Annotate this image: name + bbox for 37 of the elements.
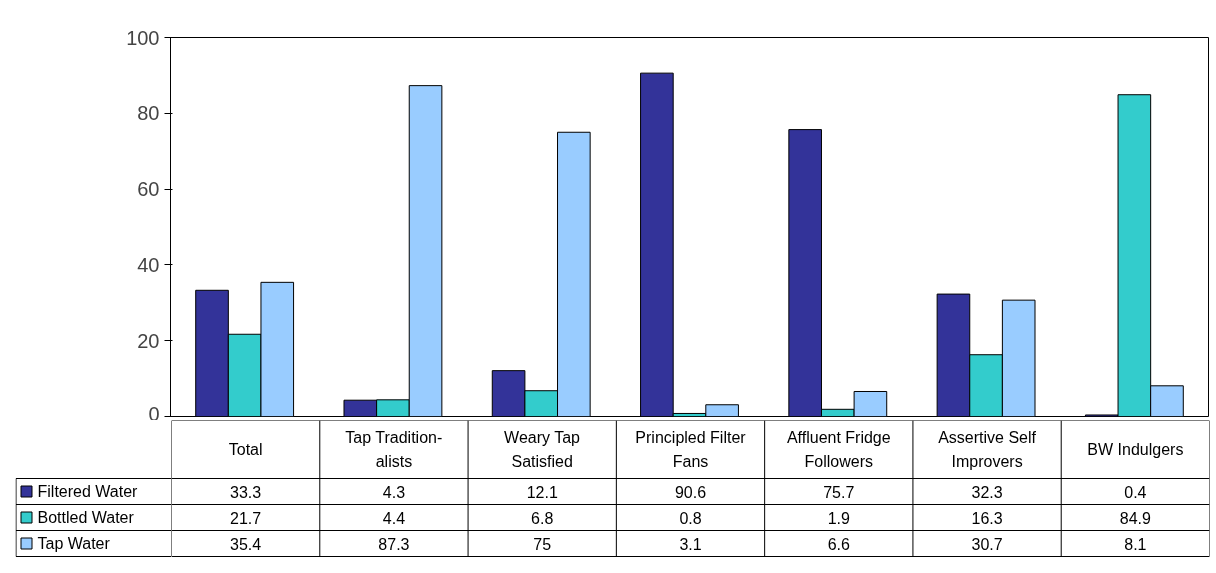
data-label: 12.1 bbox=[526, 483, 558, 501]
data-label: 84.9 bbox=[1119, 509, 1152, 527]
data-label: 0.4 bbox=[1124, 483, 1147, 501]
y-tick-label: 0 bbox=[148, 402, 160, 425]
data-label: 32.3 bbox=[971, 483, 1003, 501]
x-tick-label: Assertive Self Improvers bbox=[938, 429, 1037, 470]
data-label: 21.7 bbox=[230, 509, 262, 527]
y-tick-label: 20 bbox=[137, 329, 160, 352]
data-label: 87.3 bbox=[378, 535, 410, 553]
data-label: 75.7 bbox=[823, 483, 855, 501]
y-tick-label: 80 bbox=[137, 102, 160, 125]
y-tick-label: 100 bbox=[126, 26, 160, 49]
y-tick-label: 40 bbox=[137, 253, 160, 276]
data-label: 4.4 bbox=[382, 509, 406, 527]
data-label: 8.1 bbox=[1124, 535, 1147, 553]
legend-label: Bottled Water bbox=[37, 509, 135, 526]
data-label: 3.1 bbox=[679, 535, 702, 553]
x-tick-label: Principled Filter Fans bbox=[635, 429, 747, 470]
data-label: 75 bbox=[533, 535, 552, 553]
data-label: 6.6 bbox=[827, 535, 851, 553]
x-tick-label: Affluent Fridge Followers bbox=[786, 429, 891, 470]
legend-label: Filtered Water bbox=[37, 483, 139, 500]
data-label: 0.8 bbox=[679, 509, 702, 527]
data-label: 4.3 bbox=[382, 483, 406, 501]
x-tick-label: Weary Tap Satisfied bbox=[504, 429, 581, 470]
x-tick-label: Total bbox=[228, 441, 263, 458]
data-label: 6.8 bbox=[531, 509, 554, 527]
data-label: 90.6 bbox=[674, 483, 707, 501]
data-label: 30.7 bbox=[971, 535, 1003, 553]
x-tick-label: BW Indulgers bbox=[1087, 441, 1184, 458]
data-label: 33.3 bbox=[230, 483, 262, 501]
x-tick-label: Tap Tradition- alists bbox=[345, 429, 443, 470]
y-tick-label: 60 bbox=[137, 178, 160, 201]
data-label: 16.3 bbox=[971, 509, 1003, 527]
data-label: 35.4 bbox=[230, 535, 262, 553]
legend-label: Tap Water bbox=[37, 535, 111, 552]
data-label: 1.9 bbox=[827, 509, 851, 527]
